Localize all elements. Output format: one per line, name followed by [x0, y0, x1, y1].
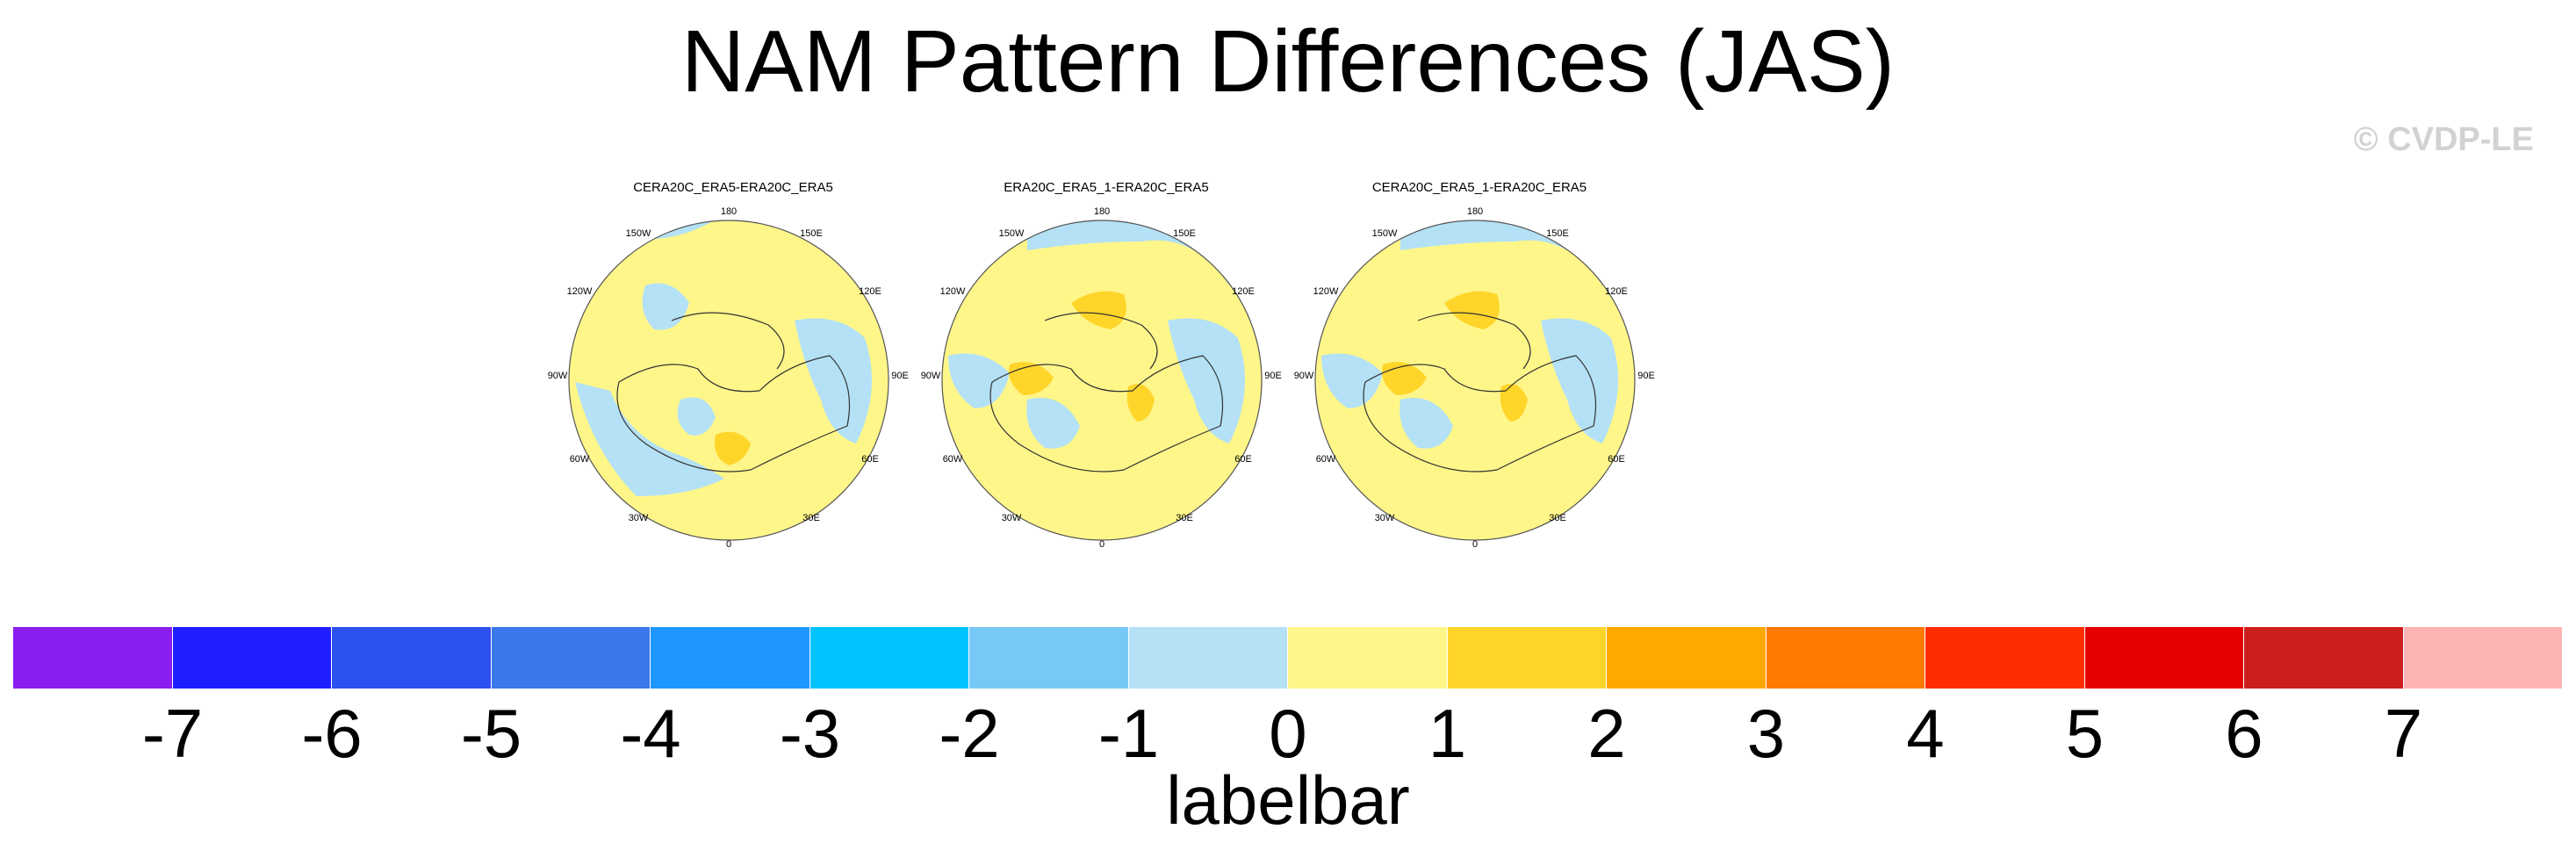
panel-title: ERA20C_ERA5_1-ERA20C_ERA5	[1004, 180, 1209, 195]
labelbar-swatch	[2244, 627, 2404, 689]
watermark: © CVDP-LE	[2353, 121, 2534, 158]
labelbar-tick-label: 7	[2384, 695, 2423, 772]
lon-label: 90E	[1264, 371, 1282, 381]
lon-label: 30E	[1176, 513, 1193, 523]
lon-label: 120E	[1232, 286, 1255, 297]
labelbar-swatch	[172, 627, 332, 689]
map-panel-1: CERA20C_ERA5-ERA20C_ERA5 180 150E 120E 9…	[540, 180, 926, 558]
panel-title: CERA20C_ERA5_1-ERA20C_ERA5	[1371, 180, 1587, 195]
lon-label: 60W	[942, 454, 963, 465]
lon-label: 120E	[1605, 286, 1628, 297]
labelbar-tick-label: -3	[779, 695, 841, 772]
lon-label: 180	[1466, 206, 1484, 217]
lon-label: 30E	[1549, 513, 1566, 523]
lon-label: 150E	[800, 228, 823, 239]
map-background	[942, 220, 1262, 540]
page-title: NAM Pattern Differences (JAS)	[681, 12, 1895, 111]
labelbar-swatch	[1607, 627, 1767, 689]
panel-title: CERA20C_ERA5-ERA20C_ERA5	[633, 180, 833, 195]
lon-label: 30W	[1001, 513, 1022, 523]
map-panel-3: CERA20C_ERA5_1-ERA20C_ERA5 180 150E 120E…	[1286, 180, 1673, 558]
labelbar-swatch	[13, 627, 173, 689]
labelbar-tick-label: -1	[1097, 695, 1160, 772]
labelbar-tick-label: 2	[1587, 695, 1626, 772]
labelbar-swatch	[1128, 627, 1288, 689]
lon-label: 60W	[569, 454, 590, 465]
labelbar-tick-label: -6	[301, 695, 363, 772]
map-panel-2: ERA20C_ERA5_1-ERA20C_ERA5 180 150E 120E …	[913, 180, 1299, 558]
lon-label: 90W	[547, 371, 568, 381]
lon-label: 120E	[859, 286, 881, 297]
labelbar-swatch	[2084, 627, 2244, 689]
labelbar-tick-label: -2	[939, 695, 1000, 772]
labelbar-swatch	[491, 627, 651, 689]
labelbar-tick-label: -5	[460, 695, 522, 772]
labelbar-swatch	[1925, 627, 2085, 689]
labelbar-swatch	[1766, 627, 1925, 689]
lon-label: 150E	[1546, 228, 1569, 239]
lon-label: 90E	[891, 371, 909, 381]
lon-label: 0	[1471, 539, 1479, 550]
lon-label: 60E	[1234, 454, 1252, 465]
lon-label: 150E	[1173, 228, 1196, 239]
lon-label: 30W	[628, 513, 649, 523]
lon-label: 120W	[566, 286, 593, 297]
labelbar-tick-label: 0	[1269, 695, 1307, 772]
polar-map	[941, 220, 1263, 541]
labelbar-swatch	[969, 627, 1129, 689]
lon-label: 180	[1093, 206, 1111, 217]
lon-label: 90W	[1293, 371, 1314, 381]
labelbar-swatch	[332, 627, 492, 689]
labelbar-tick-label: 1	[1428, 695, 1467, 772]
polar-map	[1314, 220, 1636, 541]
lon-label: 90W	[920, 371, 941, 381]
labelbar-tick-label: -7	[141, 695, 204, 772]
labelbar-swatch	[1288, 627, 1448, 689]
lon-label: 0	[725, 539, 732, 550]
lon-label: 150W	[1371, 228, 1398, 239]
lon-label: 60E	[1608, 454, 1625, 465]
labelbar-swatch	[1447, 627, 1607, 689]
lon-label: 120W	[1313, 286, 1339, 297]
labelbar-tick-label: 4	[1906, 695, 1945, 772]
labelbar-swatch	[809, 627, 969, 689]
labelbar-tick-label: 3	[1746, 695, 1786, 772]
labelbar-swatch	[651, 627, 810, 689]
map-background	[1315, 220, 1635, 540]
lon-label: 0	[1098, 539, 1105, 550]
labelbar-title: labelbar	[1166, 761, 1410, 839]
lon-label: 150W	[625, 228, 651, 239]
lon-label: 120W	[939, 286, 966, 297]
lon-label: 150W	[998, 228, 1025, 239]
lon-label: 60W	[1315, 454, 1336, 465]
lon-label: 30W	[1374, 513, 1395, 523]
lon-label: 90E	[1637, 371, 1655, 381]
labelbar-tick-label: 5	[2065, 695, 2105, 772]
labelbar-tick-label: -4	[620, 695, 681, 772]
color-labelbar	[13, 627, 2563, 689]
lon-label: 60E	[861, 454, 879, 465]
labelbar-tick-label: 6	[2225, 695, 2263, 772]
lon-label: 30E	[802, 513, 820, 523]
lon-label: 180	[720, 206, 738, 217]
labelbar-swatch	[2403, 627, 2563, 689]
polar-map	[568, 220, 889, 541]
